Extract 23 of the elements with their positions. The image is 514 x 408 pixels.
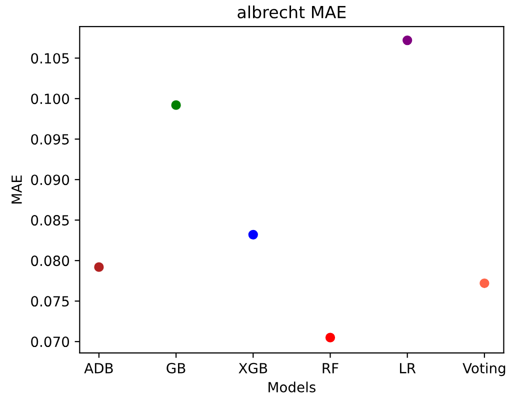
y-tick-label: 0.105	[31, 53, 69, 64]
y-tick-label: 0.095	[31, 134, 69, 145]
y-tick-label: 0.090	[31, 174, 70, 186]
y-axis-title: MAE	[12, 175, 22, 204]
y-tick-label: 0.075	[31, 296, 69, 307]
x-axis-title: Models	[268, 382, 316, 392]
y-tick-label: 0.080	[31, 256, 70, 266]
y-tick-label: 0.085	[31, 215, 69, 226]
point	[324, 332, 336, 344]
x-tick-label: ADB	[84, 363, 113, 374]
point	[247, 228, 260, 241]
y-tick-label: 0.100	[31, 94, 70, 104]
x-tick-label: XGB	[238, 362, 268, 374]
point	[401, 34, 414, 46]
y-tick-label: 0.070	[31, 336, 70, 348]
x-tick-label: RF	[322, 363, 338, 374]
point	[170, 99, 182, 112]
point	[93, 261, 105, 273]
x-tick-label: GB	[166, 362, 186, 374]
x-tick-label: Voting	[462, 362, 506, 376]
x-tick-label: LR	[400, 363, 416, 374]
point	[478, 277, 490, 290]
chart-title: albrecht MAE	[238, 6, 346, 18]
